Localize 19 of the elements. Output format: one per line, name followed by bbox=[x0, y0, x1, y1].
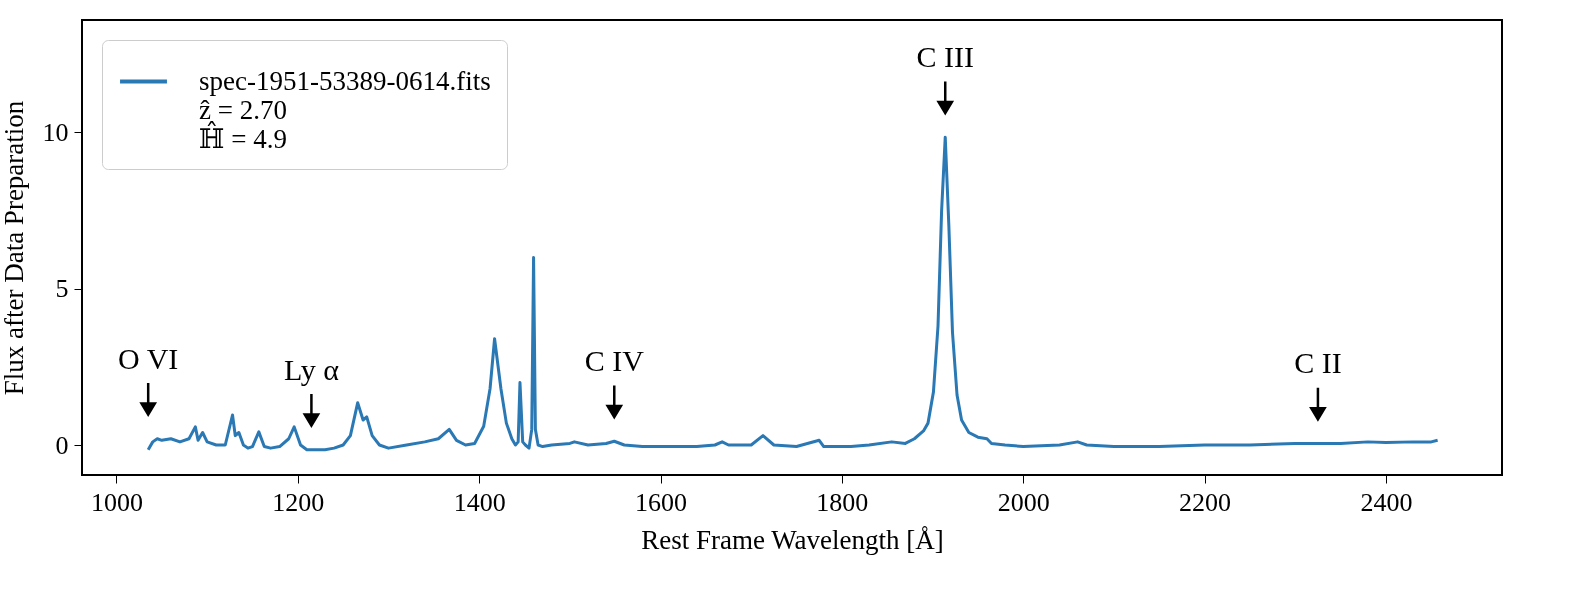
y-axis-title: Flux after Data Preparation bbox=[0, 100, 29, 396]
x-tick-label: 1400 bbox=[453, 487, 506, 517]
x-tick-label: 2000 bbox=[997, 487, 1050, 517]
x-tick-label: 1200 bbox=[272, 487, 325, 517]
annotation: C IV bbox=[584, 344, 645, 378]
x-tick-label: 1000 bbox=[90, 487, 143, 517]
y-tick-label: 0 bbox=[55, 430, 69, 460]
annotation: C III bbox=[916, 40, 974, 74]
x-tick-label: 1600 bbox=[635, 487, 688, 517]
x-tick-label: 2200 bbox=[1179, 487, 1232, 517]
x-tick-label: 1800 bbox=[816, 487, 869, 517]
y-tick-label: 5 bbox=[55, 274, 69, 304]
x-axis-title: Rest Frame Wavelength [Å] bbox=[641, 524, 944, 555]
legend-label: spec-1951-53389-0614.fits ẑ = 2.70 ℍ̂ = 4.9 bbox=[199, 65, 491, 154]
annotation: Ly α bbox=[283, 352, 340, 386]
y-tick-label: 10 bbox=[42, 118, 69, 147]
x-tick-label: 2400 bbox=[1360, 487, 1413, 517]
annotation: C II bbox=[1294, 346, 1342, 380]
annotation: O VI bbox=[118, 341, 179, 375]
